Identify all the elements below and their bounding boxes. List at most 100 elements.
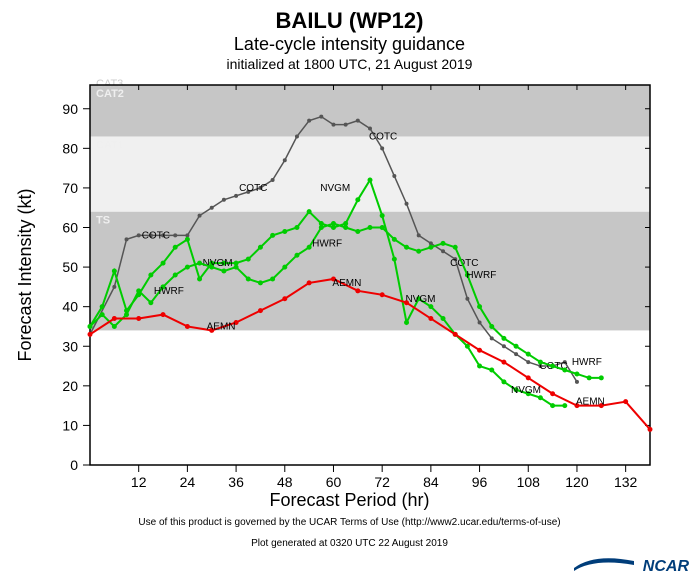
series-marker [623,399,628,404]
series-marker [344,123,348,127]
chart-container: BAILU (WP12) Late-cycle intensity guidan… [0,0,699,581]
y-tick-label: 20 [62,378,78,394]
series-marker [173,233,177,237]
series-marker [380,292,385,297]
series-marker [258,245,263,250]
series-marker [148,300,153,305]
series-marker [404,245,409,250]
x-tick-label: 132 [614,474,638,490]
series-marker [136,288,141,293]
y-tick-label: 90 [62,101,78,117]
series-marker [271,178,275,182]
series-marker [343,225,348,230]
series-marker [648,427,653,432]
chart-title-init: initialized at 1800 UTC, 21 August 2019 [0,56,699,72]
series-marker [428,245,433,250]
x-tick-label: 36 [228,474,244,490]
series-marker [161,312,166,317]
series-marker [501,379,506,384]
series-marker [368,127,372,131]
series-marker [246,257,251,262]
series-label-AEMN: AEMN [332,278,361,289]
series-marker [307,209,312,214]
series-marker [295,134,299,138]
y-tick-label: 0 [70,457,78,473]
series-marker [282,229,287,234]
series-marker [100,312,105,317]
series-marker [148,273,153,278]
plot-area: TSCAT1CAT2CAT301020304050607080901224364… [90,85,650,465]
series-label-AEMN: AEMN [207,321,236,332]
series-marker [477,364,482,369]
y-tick-label: 70 [62,180,78,196]
series-label-HWRF: HWRF [154,286,184,297]
series-marker [234,265,239,270]
x-tick-label: 108 [517,474,541,490]
series-marker [319,115,323,119]
series-label-HWRF: HWRF [572,357,602,368]
series-marker [489,324,494,329]
x-tick-label: 96 [472,474,488,490]
ncar-swoosh-icon [574,553,634,573]
x-tick-label: 60 [326,474,342,490]
series-marker [246,276,251,281]
series-marker [550,403,555,408]
series-marker [441,241,446,246]
series-marker [599,375,604,380]
series-marker [355,288,360,293]
series-marker [453,245,458,250]
series-marker [258,280,263,285]
series-marker [489,368,494,373]
series-marker [441,249,445,253]
series-marker [501,360,506,365]
series-marker [514,352,518,356]
series-marker [490,336,494,340]
x-tick-label: 12 [131,474,147,490]
chart-title-main: BAILU (WP12) [0,8,699,34]
series-marker [258,308,263,313]
series-marker [161,261,166,266]
series-marker [550,391,555,396]
y-tick-label: 60 [62,220,78,236]
series-marker [282,265,287,270]
series-marker [441,316,446,321]
series-marker [136,316,141,321]
series-marker [88,332,93,337]
series-label-AEMN: AEMN [576,397,605,408]
y-tick-label: 80 [62,140,78,156]
series-marker [526,360,530,364]
series-marker [197,276,202,281]
series-label-COTC: COTC [369,131,397,142]
series-marker [234,194,238,198]
series-label-NVGM: NVGM [511,385,541,396]
series-marker [478,321,482,325]
series-marker [185,324,190,329]
series-marker [502,344,506,348]
series-marker [112,285,116,289]
series-marker [137,233,141,237]
x-tick-label: 24 [180,474,196,490]
band-label: CAT1 [96,139,124,151]
series-marker [209,265,214,270]
x-tick-label: 72 [374,474,390,490]
y-tick-label: 30 [62,338,78,354]
y-tick-label: 50 [62,259,78,275]
series-marker [198,214,202,218]
series-marker [514,344,519,349]
series-marker [282,296,287,301]
series-marker [185,237,190,242]
series-marker [88,324,93,329]
series-marker [368,225,373,230]
series-marker [270,233,275,238]
series-marker [356,119,360,123]
series-marker [550,364,555,369]
series-marker [526,352,531,357]
series-marker [270,276,275,281]
series-marker [429,241,433,245]
series-marker [173,273,178,278]
series-marker [380,225,385,230]
series-marker [501,336,506,341]
series-label-NVGM: NVGM [203,258,233,269]
series-marker [404,300,409,305]
series-marker [368,178,373,183]
